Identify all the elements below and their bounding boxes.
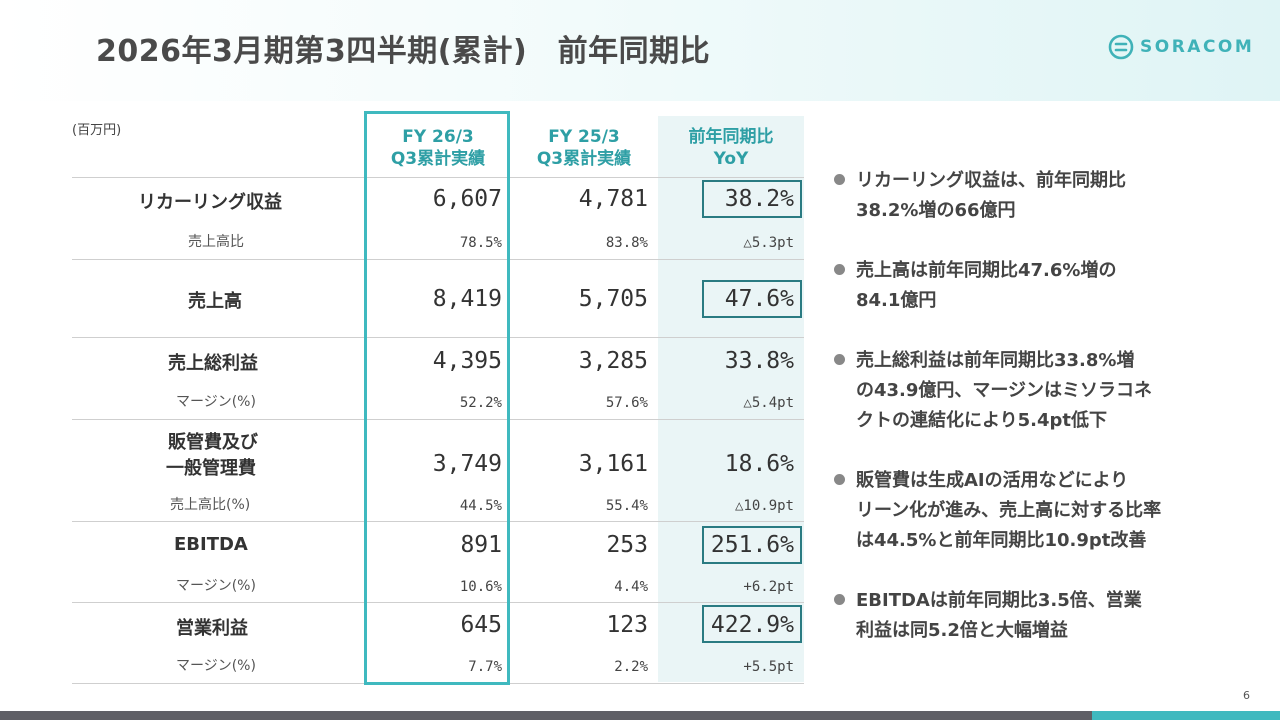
cell-operating-income-yoy: 422.9% <box>710 612 794 638</box>
cell-ebitda-current: 891 <box>460 532 502 558</box>
column-header-yoy-line2: YoY <box>713 149 749 169</box>
cell-recurring-ratio-prior: 83.8% <box>605 235 648 251</box>
table-rule <box>72 602 804 603</box>
cell-gross-margin-prior: 57.6% <box>605 395 648 411</box>
cell-recurring-prior: 4,781 <box>578 186 648 212</box>
cell-sga-yoy: 18.6% <box>724 451 794 477</box>
commentary-text: 売上高は前年同期比47.6%増の 84.1億円 <box>856 260 1117 311</box>
company-logo: SORACOM <box>1108 34 1254 60</box>
row-label-gross-margin: マージン(%) <box>176 394 256 410</box>
cell-recurring-ratio-current: 78.5% <box>459 235 502 251</box>
yoy-column-background <box>658 116 804 682</box>
highlight-box-recurring <box>702 180 802 218</box>
cell-sga-ratio-yoy: △10.9pt <box>734 498 794 514</box>
row-label-revenue: 売上高 <box>188 291 242 312</box>
row-label-operating-margin: マージン(%) <box>176 658 256 674</box>
table-rule <box>72 419 804 420</box>
cell-operating-margin-current: 7.7% <box>468 659 502 675</box>
cell-sga-ratio-current: 44.5% <box>459 498 502 514</box>
cell-recurring-yoy: 38.2% <box>724 186 794 212</box>
bullet-dot-icon <box>834 354 845 365</box>
cell-operating-income-prior: 123 <box>606 612 648 638</box>
column-header-current-line1: FY 26/3 <box>402 127 474 147</box>
footer-bar <box>0 711 1092 720</box>
table-rule <box>72 177 804 178</box>
bullet-dot-icon <box>834 474 845 485</box>
bullet-dot-icon <box>834 174 845 185</box>
cell-ebitda-yoy: 251.6% <box>710 532 794 558</box>
row-label-sga-ratio: 売上高比(%) <box>170 497 251 513</box>
cell-ebitda-margin-prior: 4.4% <box>614 579 648 595</box>
cell-sga-current: 3,749 <box>432 451 502 477</box>
commentary-list: リカーリング収益は、前年同期比 38.2%増の66億円 売上高は前年同期比47.… <box>834 166 1254 646</box>
header-band <box>0 0 1280 101</box>
commentary-item: EBITDAは前年同期比3.5倍、営業 利益は同5.2倍と大幅増益 <box>834 586 1254 646</box>
cell-recurring-current: 6,607 <box>432 186 502 212</box>
cell-revenue-prior: 5,705 <box>578 286 648 312</box>
table-rule <box>72 337 804 338</box>
soracom-logo-icon <box>1108 34 1134 60</box>
row-label-sga-line2: 一般管理費 <box>166 458 256 479</box>
column-header-prior-line1: FY 25/3 <box>548 127 620 147</box>
commentary-item: リカーリング収益は、前年同期比 38.2%増の66億円 <box>834 166 1254 226</box>
cell-revenue-yoy: 47.6% <box>724 286 794 312</box>
cell-gross-margin-yoy: △5.4pt <box>743 395 794 411</box>
cell-sga-prior: 3,161 <box>578 451 648 477</box>
cell-ebitda-prior: 253 <box>606 532 648 558</box>
table-rule <box>72 521 804 522</box>
column-header-yoy-line1: 前年同期比 <box>688 127 774 147</box>
column-header-prior: FY 25/3 Q3累計実績 <box>514 126 654 170</box>
cell-gross-profit-yoy: 33.8% <box>724 348 794 374</box>
row-label-recurring: リカーリング収益 <box>138 192 282 213</box>
footer-accent-bar <box>1092 711 1280 720</box>
cell-gross-profit-current: 4,395 <box>432 348 502 374</box>
commentary-item: 売上総利益は前年同期比33.8%増 の43.9億円、マージンはミソラコネ クトの… <box>834 346 1254 436</box>
cell-recurring-ratio-yoy: △5.3pt <box>743 235 794 251</box>
commentary-text: EBITDAは前年同期比3.5倍、営業 利益は同5.2倍と大幅増益 <box>856 590 1142 641</box>
row-label-gross-profit: 売上総利益 <box>168 353 258 374</box>
bullet-dot-icon <box>834 264 845 275</box>
cell-ebitda-margin-current: 10.6% <box>459 579 502 595</box>
cell-sga-ratio-prior: 55.4% <box>605 498 648 514</box>
column-header-prior-line2: Q3累計実績 <box>536 149 632 169</box>
highlight-box-ebitda <box>702 526 802 564</box>
logo-text: SORACOM <box>1140 37 1255 57</box>
commentary-text: 販管費は生成AIの活用などにより リーン化が進み、売上高に対する比率 は44.5… <box>856 470 1162 551</box>
cell-ebitda-margin-yoy: +6.2pt <box>743 579 794 595</box>
cell-gross-profit-prior: 3,285 <box>578 348 648 374</box>
row-label-ebitda: EBITDA <box>174 534 248 555</box>
column-header-yoy: 前年同期比 YoY <box>660 126 802 170</box>
commentary-text: リカーリング収益は、前年同期比 38.2%増の66億円 <box>856 170 1126 221</box>
page-title: 2026年3月期第3四半期(累計) 前年同期比 <box>96 34 711 69</box>
cell-operating-income-current: 645 <box>460 612 502 638</box>
cell-revenue-current: 8,419 <box>432 286 502 312</box>
table-rule <box>72 259 804 260</box>
row-label-operating-income: 営業利益 <box>176 618 248 639</box>
cell-operating-margin-yoy: +5.5pt <box>743 659 794 675</box>
column-header-current-line2: Q3累計実績 <box>390 149 486 169</box>
column-header-current: FY 26/3 Q3累計実績 <box>368 126 508 170</box>
commentary-item: 販管費は生成AIの活用などにより リーン化が進み、売上高に対する比率 は44.5… <box>834 466 1254 556</box>
unit-label: (百万円) <box>72 123 122 138</box>
row-label-ebitda-margin: マージン(%) <box>176 578 256 594</box>
cell-gross-margin-current: 52.2% <box>459 395 502 411</box>
page-number: 6 <box>1243 689 1250 702</box>
bullet-dot-icon <box>834 594 845 605</box>
row-label-recurring-ratio: 売上高比 <box>188 234 244 250</box>
commentary-text: 売上総利益は前年同期比33.8%増 の43.9億円、マージンはミソラコネ クトの… <box>856 350 1153 431</box>
current-period-highlight-frame <box>364 111 510 685</box>
row-label-sga-line1: 販管費及び <box>168 432 258 453</box>
commentary-item: 売上高は前年同期比47.6%増の 84.1億円 <box>834 256 1254 316</box>
cell-operating-margin-prior: 2.2% <box>614 659 648 675</box>
highlight-box-revenue <box>702 280 802 318</box>
highlight-box-operating-income <box>702 605 802 643</box>
